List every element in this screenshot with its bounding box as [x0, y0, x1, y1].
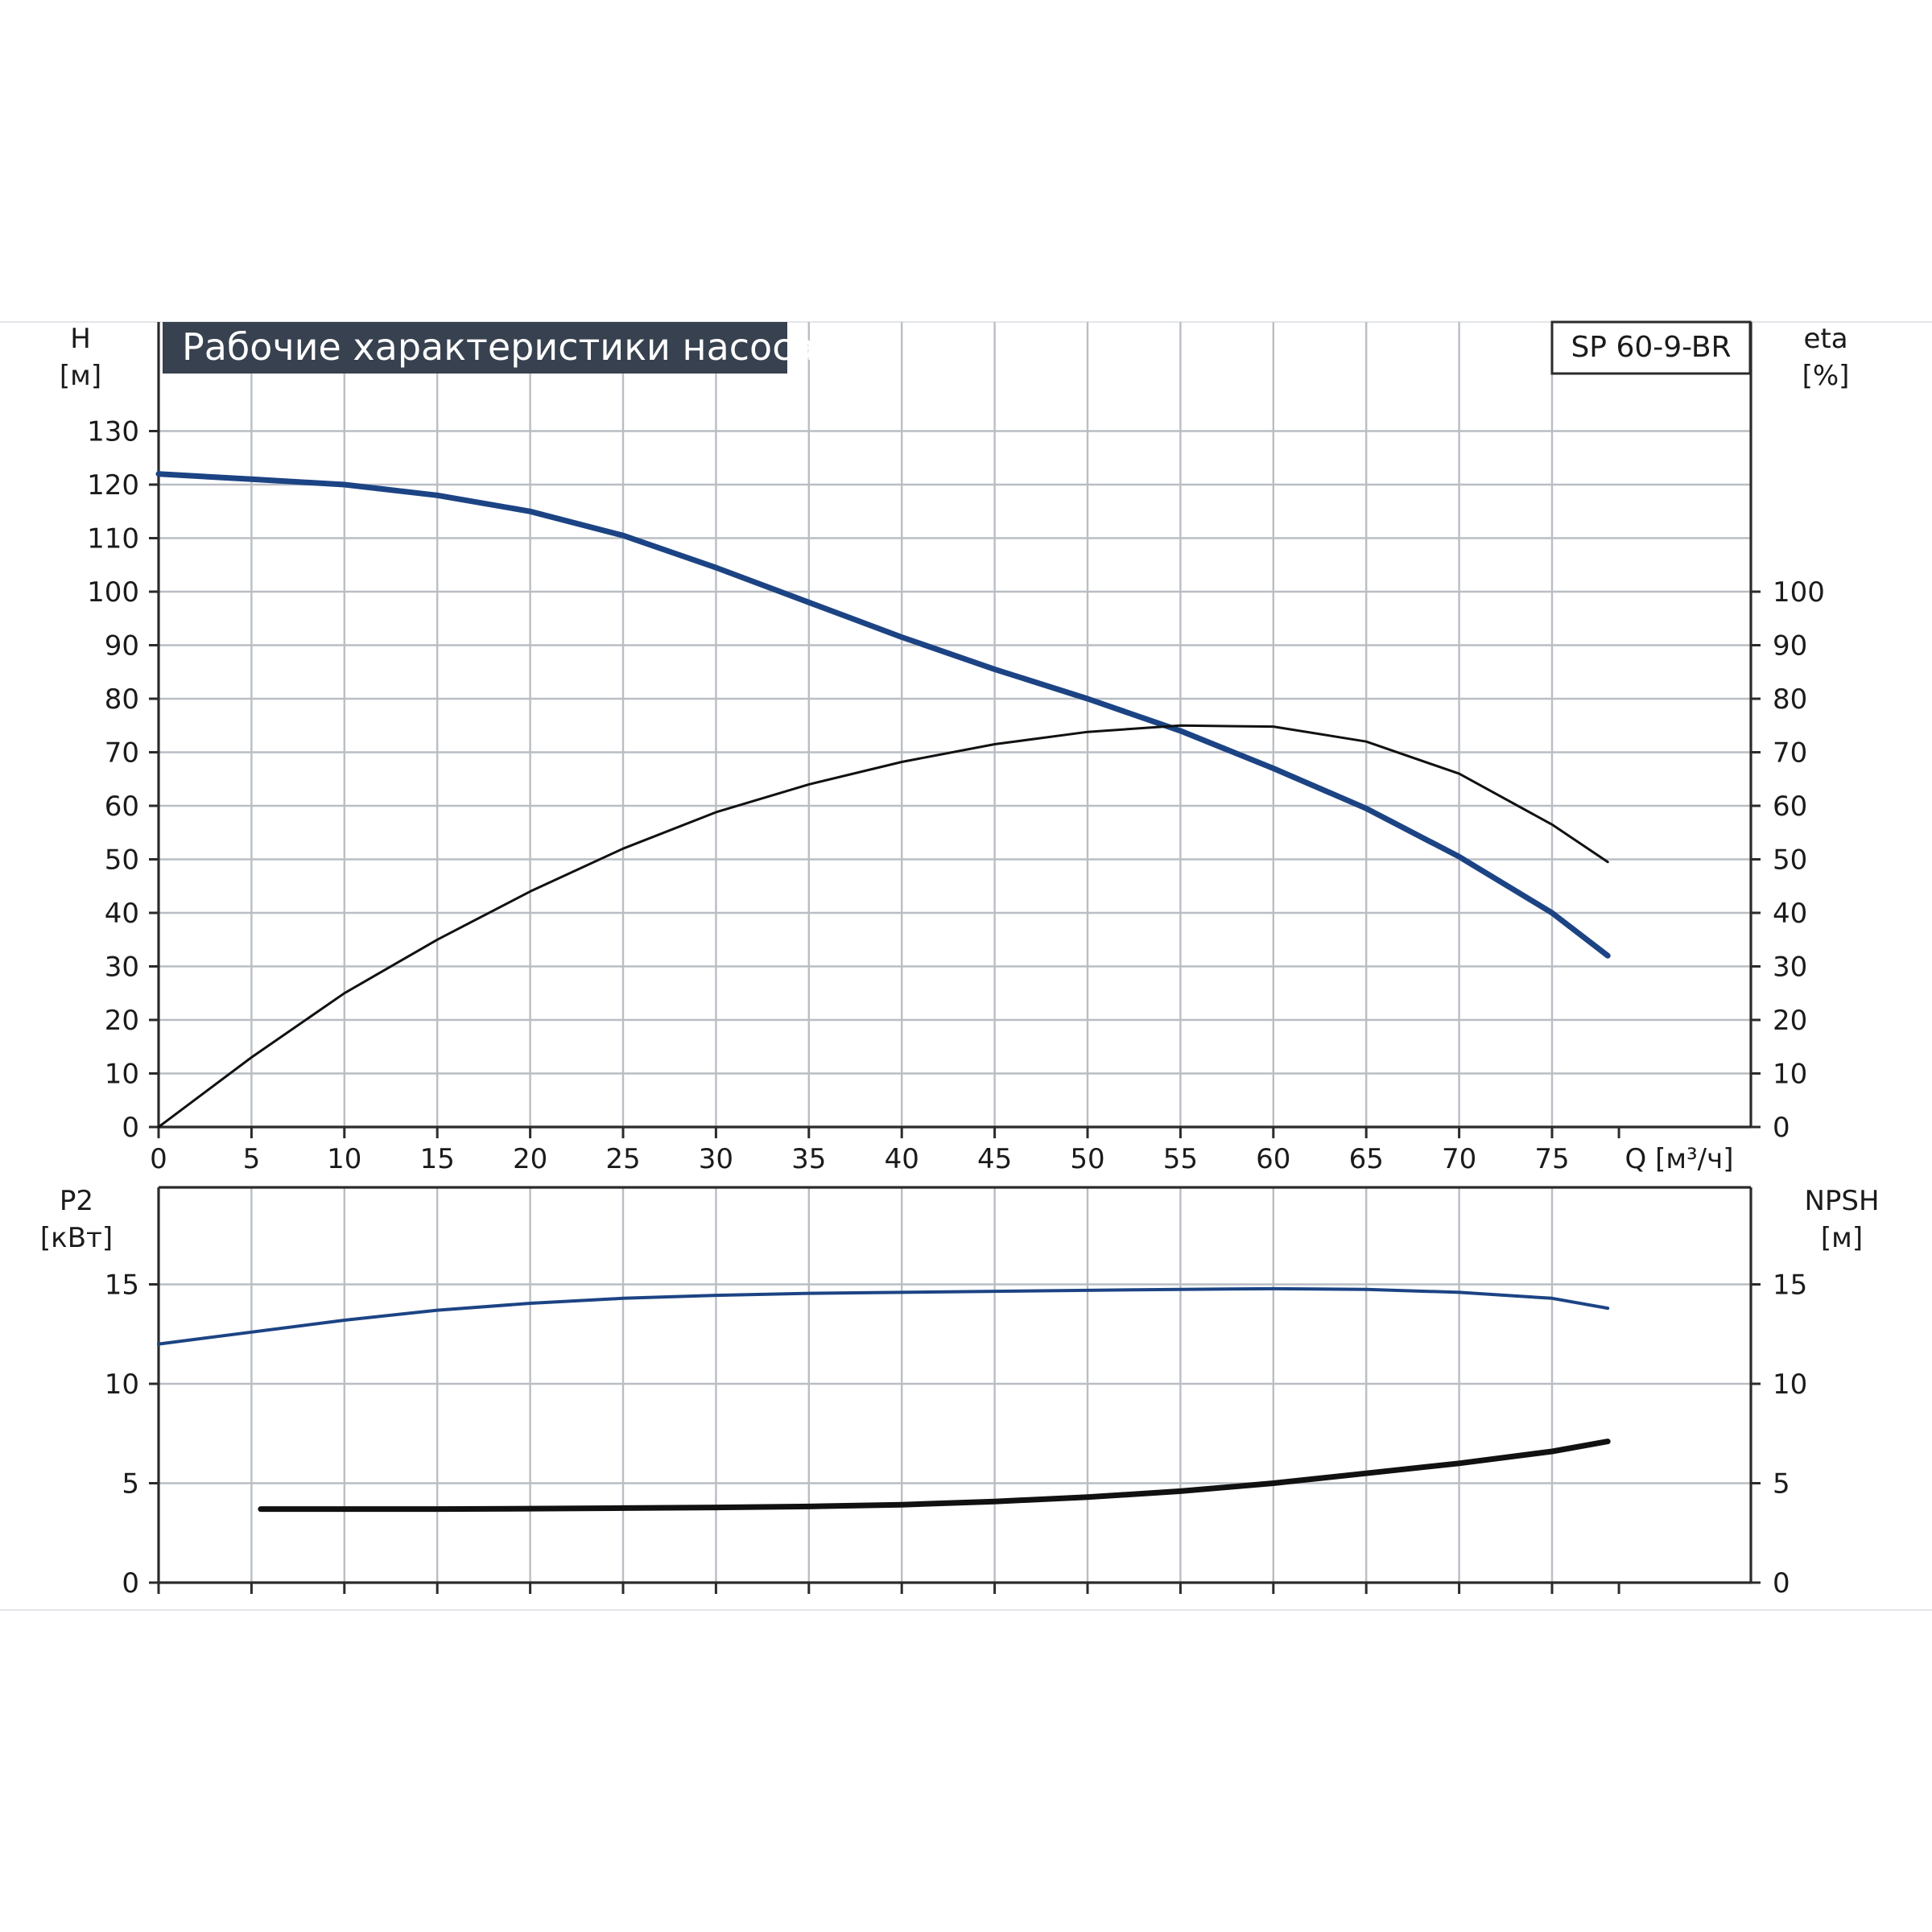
q-axis-label: Q [м³/ч] — [1625, 1143, 1734, 1175]
p2-axis-label: P2 — [60, 1185, 93, 1217]
x-tick-label: 55 — [1163, 1143, 1198, 1175]
model-box — [1550, 320, 1752, 375]
right-tick-label: 0 — [1773, 1112, 1790, 1144]
right-tick-label: 70 — [1773, 737, 1807, 770]
left-tick-label: 20 — [105, 1005, 139, 1037]
npsh-axis-unit: [м] — [1821, 1222, 1863, 1254]
right-tick-label: 20 — [1773, 1005, 1807, 1037]
x-tick-label: 75 — [1534, 1143, 1569, 1175]
model-label: SP 60-9-BR — [1571, 331, 1731, 364]
left-tick-label: 15 — [105, 1269, 139, 1302]
left-tick-label: 50 — [105, 844, 139, 877]
right-tick-label: 50 — [1773, 844, 1807, 877]
h-axis-unit: [м] — [60, 360, 101, 392]
x-tick-label: 35 — [791, 1143, 826, 1175]
left-tick-label: 40 — [105, 898, 139, 930]
x-tick-label: 40 — [885, 1143, 919, 1175]
x-tick-label: 15 — [420, 1143, 455, 1175]
right-tick-label: 5 — [1773, 1468, 1790, 1501]
right-tick-label: 100 — [1773, 576, 1825, 609]
x-tick-label: 30 — [699, 1143, 733, 1175]
right-tick-label: 90 — [1773, 630, 1807, 663]
left-tick-label: 70 — [105, 737, 139, 770]
right-tick-label: 10 — [1773, 1059, 1807, 1091]
right-tick-label: 0 — [1773, 1567, 1790, 1600]
eta-axis-unit: [%] — [1802, 360, 1850, 392]
x-tick-label: 25 — [605, 1143, 640, 1175]
right-tick-label: 40 — [1773, 898, 1807, 930]
right-tick-label: 10 — [1773, 1368, 1807, 1401]
series-curve — [258, 1439, 1611, 1513]
right-tick-label: 30 — [1773, 952, 1807, 984]
title-box — [163, 322, 787, 374]
upper-chart-panel: 0102030405060708090100110120130010203040… — [87, 322, 1825, 1175]
right-tick-label: 15 — [1773, 1269, 1807, 1302]
p2-axis-unit: [кВт] — [40, 1222, 113, 1254]
left-tick-label: 10 — [105, 1368, 139, 1401]
x-tick-label: 70 — [1442, 1143, 1476, 1175]
x-tick-label: 50 — [1070, 1143, 1104, 1175]
left-tick-label: 90 — [105, 630, 139, 663]
left-tick-label: 0 — [122, 1112, 139, 1144]
left-tick-label: 30 — [105, 952, 139, 984]
h-axis-label: H — [70, 323, 91, 355]
eta-axis-label: eta — [1803, 323, 1847, 355]
left-tick-label: 80 — [105, 683, 139, 716]
x-tick-label: 20 — [513, 1143, 547, 1175]
x-tick-label: 10 — [327, 1143, 361, 1175]
left-tick-label: 0 — [122, 1567, 139, 1600]
x-tick-label: 5 — [243, 1143, 261, 1175]
x-tick-label: 65 — [1349, 1143, 1384, 1175]
chart-title: Рабочие характеристики насоса — [182, 325, 815, 369]
left-tick-label: 130 — [87, 416, 139, 448]
lower-chart-panel: 0 5 10 15 0 5 10 15 — [105, 1186, 1807, 1600]
series-curve — [155, 471, 1611, 959]
npsh-axis-label: NPSH — [1804, 1185, 1879, 1217]
series-curve — [157, 1286, 1610, 1346]
left-tick-label: 5 — [122, 1468, 139, 1501]
left-tick-label: 60 — [105, 791, 139, 823]
right-tick-label: 80 — [1773, 683, 1807, 716]
x-tick-label: 60 — [1256, 1143, 1290, 1175]
left-tick-label: 120 — [87, 469, 139, 502]
left-tick-label: 100 — [87, 576, 139, 609]
left-tick-label: 10 — [105, 1059, 139, 1091]
series-curve — [157, 724, 1609, 1129]
x-tick-label: 0 — [150, 1143, 167, 1175]
x-tick-label: 45 — [977, 1143, 1012, 1175]
right-tick-label: 60 — [1773, 791, 1807, 823]
left-tick-label: 110 — [87, 523, 139, 555]
